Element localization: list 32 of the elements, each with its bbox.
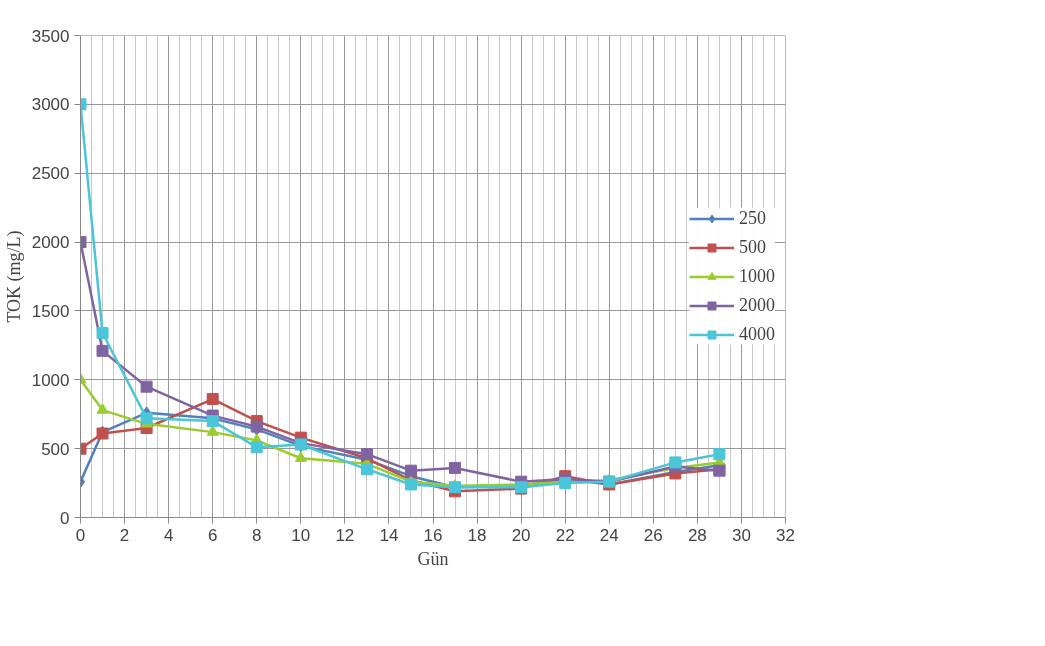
x-tick-label: 16 [423, 525, 443, 545]
x-tick-label: 8 [252, 525, 262, 545]
x-tick-label: 14 [379, 525, 399, 545]
y-axis-title: TOK (mg/L) [3, 230, 25, 323]
y-tick-label: 500 [41, 439, 70, 459]
y-tick-label: 1500 [31, 301, 70, 321]
x-tick-label: 24 [599, 525, 619, 545]
legend-label: 4000 [739, 323, 775, 345]
x-tick-label: 4 [163, 525, 174, 545]
y-tick-label: 3500 [31, 26, 70, 46]
x-tick-label: 2 [119, 525, 130, 545]
y-tick-label: 2500 [31, 164, 70, 184]
x-tick-label: 18 [467, 525, 487, 545]
legend-label: 250 [739, 207, 766, 229]
y-tick-label: 0 [60, 508, 70, 528]
x-tick-label: 30 [731, 525, 751, 545]
x-tick-label: 28 [687, 525, 707, 545]
legend-label: 2000 [739, 294, 775, 316]
y-tick-label: 2000 [31, 233, 70, 253]
x-tick-label: 6 [207, 525, 218, 545]
x-tick-label: 0 [75, 525, 86, 545]
x-axis-title: Gün [417, 548, 449, 569]
x-tick-label: 12 [335, 525, 355, 545]
y-tick-label: 3000 [31, 95, 70, 115]
y-tick-label: 1000 [31, 370, 70, 390]
x-tick-label: 22 [555, 525, 575, 545]
x-tick-label: 32 [776, 525, 795, 545]
x-tick-label: 10 [291, 525, 311, 545]
x-tick-label: 26 [643, 525, 663, 545]
legend-label: 1000 [739, 265, 775, 287]
x-tick-label: 20 [511, 525, 531, 545]
legend-label: 500 [739, 236, 766, 258]
